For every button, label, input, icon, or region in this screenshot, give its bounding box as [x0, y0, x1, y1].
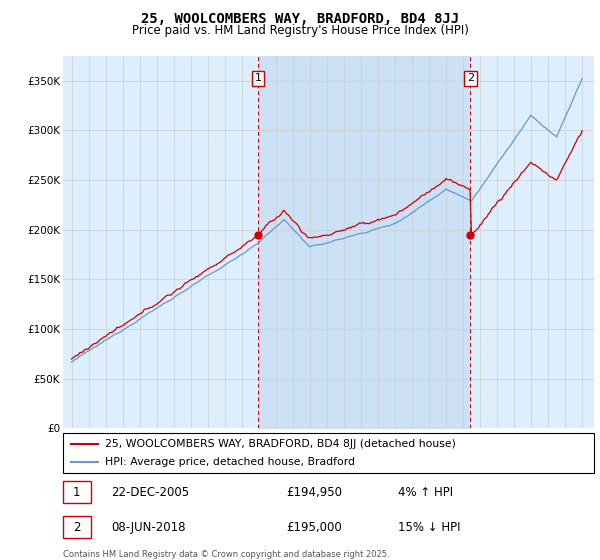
- Text: 22-DEC-2005: 22-DEC-2005: [111, 486, 189, 498]
- Text: 1: 1: [255, 73, 262, 83]
- Text: 25, WOOLCOMBERS WAY, BRADFORD, BD4 8JJ: 25, WOOLCOMBERS WAY, BRADFORD, BD4 8JJ: [141, 12, 459, 26]
- Text: 25, WOOLCOMBERS WAY, BRADFORD, BD4 8JJ (detached house): 25, WOOLCOMBERS WAY, BRADFORD, BD4 8JJ (…: [106, 439, 457, 449]
- Text: 08-JUN-2018: 08-JUN-2018: [111, 521, 185, 534]
- Text: 2: 2: [73, 521, 80, 534]
- Text: 1: 1: [73, 486, 80, 498]
- Text: £194,950: £194,950: [286, 486, 342, 498]
- Text: HPI: Average price, detached house, Bradford: HPI: Average price, detached house, Brad…: [106, 458, 355, 467]
- Text: £195,000: £195,000: [286, 521, 342, 534]
- Text: 2: 2: [467, 73, 474, 83]
- Bar: [63, 481, 91, 503]
- Bar: [63, 516, 91, 538]
- Text: Contains HM Land Registry data © Crown copyright and database right 2025.
This d: Contains HM Land Registry data © Crown c…: [63, 550, 389, 560]
- Text: 4% ↑ HPI: 4% ↑ HPI: [398, 486, 452, 498]
- Text: 15% ↓ HPI: 15% ↓ HPI: [398, 521, 460, 534]
- Text: Price paid vs. HM Land Registry's House Price Index (HPI): Price paid vs. HM Land Registry's House …: [131, 24, 469, 37]
